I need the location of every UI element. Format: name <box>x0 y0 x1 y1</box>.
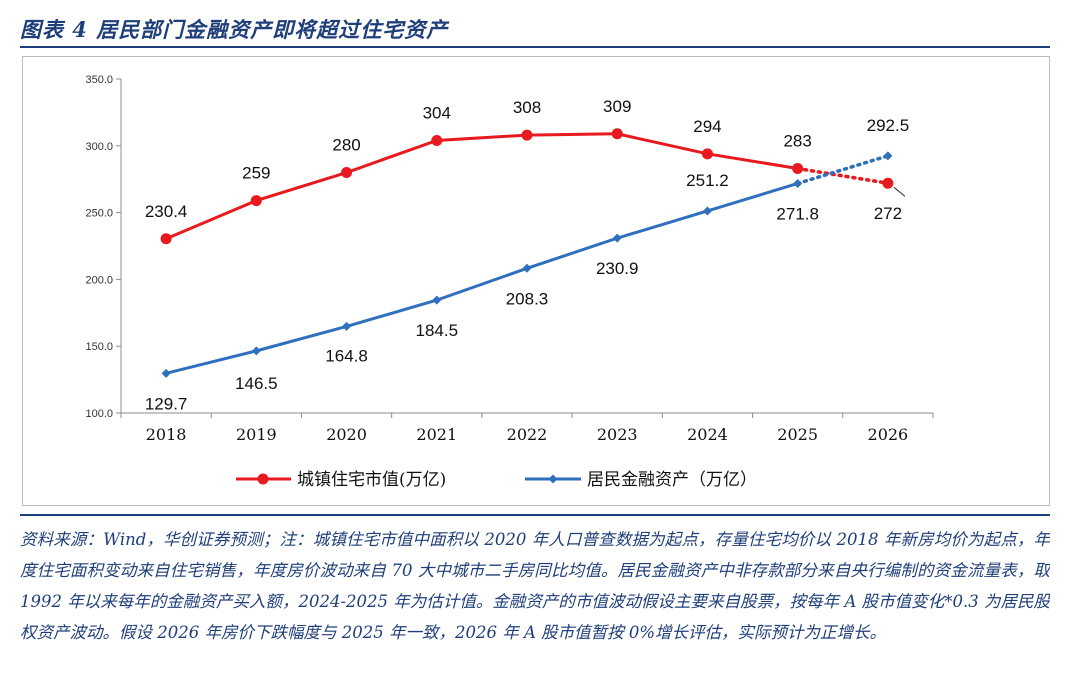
data-label: 184.5 <box>416 321 459 340</box>
source-notes: 资料来源：Wind，华创证券预测；注：城镇住宅市值中面积以 2020 年人口普查… <box>20 514 1050 700</box>
data-point-financial <box>342 321 352 331</box>
x-tick-label: 2020 <box>326 425 367 444</box>
data-point-housing <box>701 148 713 160</box>
x-tick-label: 2019 <box>236 425 277 444</box>
data-label: 230.9 <box>596 259 639 278</box>
data-point-financial <box>883 151 893 161</box>
x-tick-label: 2024 <box>687 425 728 444</box>
y-tick-label: 350.0 <box>85 74 113 86</box>
data-label: 292.5 <box>867 116 910 135</box>
series-line-financial <box>165 182 799 375</box>
data-point-financial <box>612 233 622 243</box>
data-point-housing <box>521 129 533 141</box>
x-tick-label: 2018 <box>146 425 187 444</box>
y-tick-label: 100.0 <box>85 408 113 420</box>
data-label: 251.2 <box>686 171 729 190</box>
data-label: 308 <box>513 98 541 117</box>
data-label: 208.3 <box>506 289 549 308</box>
x-tick-label: 2022 <box>507 425 548 444</box>
data-point-housing <box>250 195 262 207</box>
data-point-housing <box>160 233 172 245</box>
data-label: 259 <box>242 164 270 183</box>
y-tick-label: 150.0 <box>85 341 113 353</box>
data-point-housing <box>792 163 804 175</box>
x-tick-label: 2021 <box>416 425 457 444</box>
x-tick-label: 2025 <box>777 425 818 444</box>
data-point-financial <box>161 368 171 378</box>
series-forecast-housing <box>795 166 890 185</box>
data-label: 129.7 <box>145 394 188 413</box>
x-tick-label: 2026 <box>868 425 909 444</box>
line-chart: 100.0 150.0 200.0 250.0 300.0 350.0 2018 2019 20… <box>85 74 934 490</box>
x-tick-label: 2023 <box>597 425 638 444</box>
series-forecast-financial <box>795 154 890 186</box>
chart-frame: 100.0 150.0 200.0 250.0 300.0 350.0 2018 2019 20… <box>22 56 1050 506</box>
figure-title: 图表 4 居民部门金融资产即将超过住宅资产 <box>20 17 449 42</box>
y-tick-label: 250.0 <box>85 208 113 220</box>
data-label: 309 <box>603 97 631 116</box>
data-point-housing <box>882 177 894 189</box>
figure-title-bar: 图表 4 居民部门金融资产即将超过住宅资产 <box>20 12 1050 48</box>
y-tick-label: 300.0 <box>85 141 113 153</box>
data-point-financial <box>793 178 803 188</box>
data-label: 283 <box>783 132 811 151</box>
data-label: 272 <box>874 204 902 223</box>
legend-label-financial: 居民金融资产（万亿） <box>587 470 757 490</box>
data-point-financial <box>522 263 532 273</box>
data-label: 280 <box>332 136 360 155</box>
data-label: 146.5 <box>235 374 278 393</box>
data-point-housing <box>611 128 623 140</box>
y-tick-label: 200.0 <box>85 274 113 286</box>
series-line-housing <box>165 132 798 241</box>
data-point-financial <box>251 346 261 356</box>
data-point-financial <box>702 206 712 216</box>
data-label: 304 <box>423 103 451 122</box>
data-label: 164.8 <box>325 346 368 365</box>
legend-marker-financial <box>548 474 558 484</box>
legend-label-housing: 城镇住宅市值(万亿) <box>297 470 446 490</box>
data-label: 271.8 <box>776 204 819 223</box>
data-label: 230.4 <box>145 202 188 221</box>
data-point-housing <box>431 134 443 146</box>
data-point-financial <box>432 295 442 305</box>
data-point-housing <box>341 167 353 179</box>
label-leader-line <box>893 186 906 197</box>
legend-marker-housing <box>257 473 269 485</box>
data-label: 294 <box>693 117 721 136</box>
